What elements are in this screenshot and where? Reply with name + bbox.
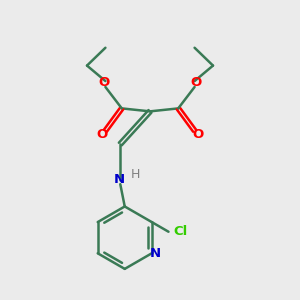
Text: Cl: Cl — [174, 225, 188, 238]
Text: O: O — [97, 128, 108, 141]
Text: O: O — [190, 76, 202, 89]
Text: N: N — [150, 247, 161, 260]
Text: O: O — [98, 76, 110, 89]
Text: N: N — [114, 173, 125, 186]
Text: O: O — [192, 128, 203, 141]
Text: H: H — [131, 168, 140, 181]
